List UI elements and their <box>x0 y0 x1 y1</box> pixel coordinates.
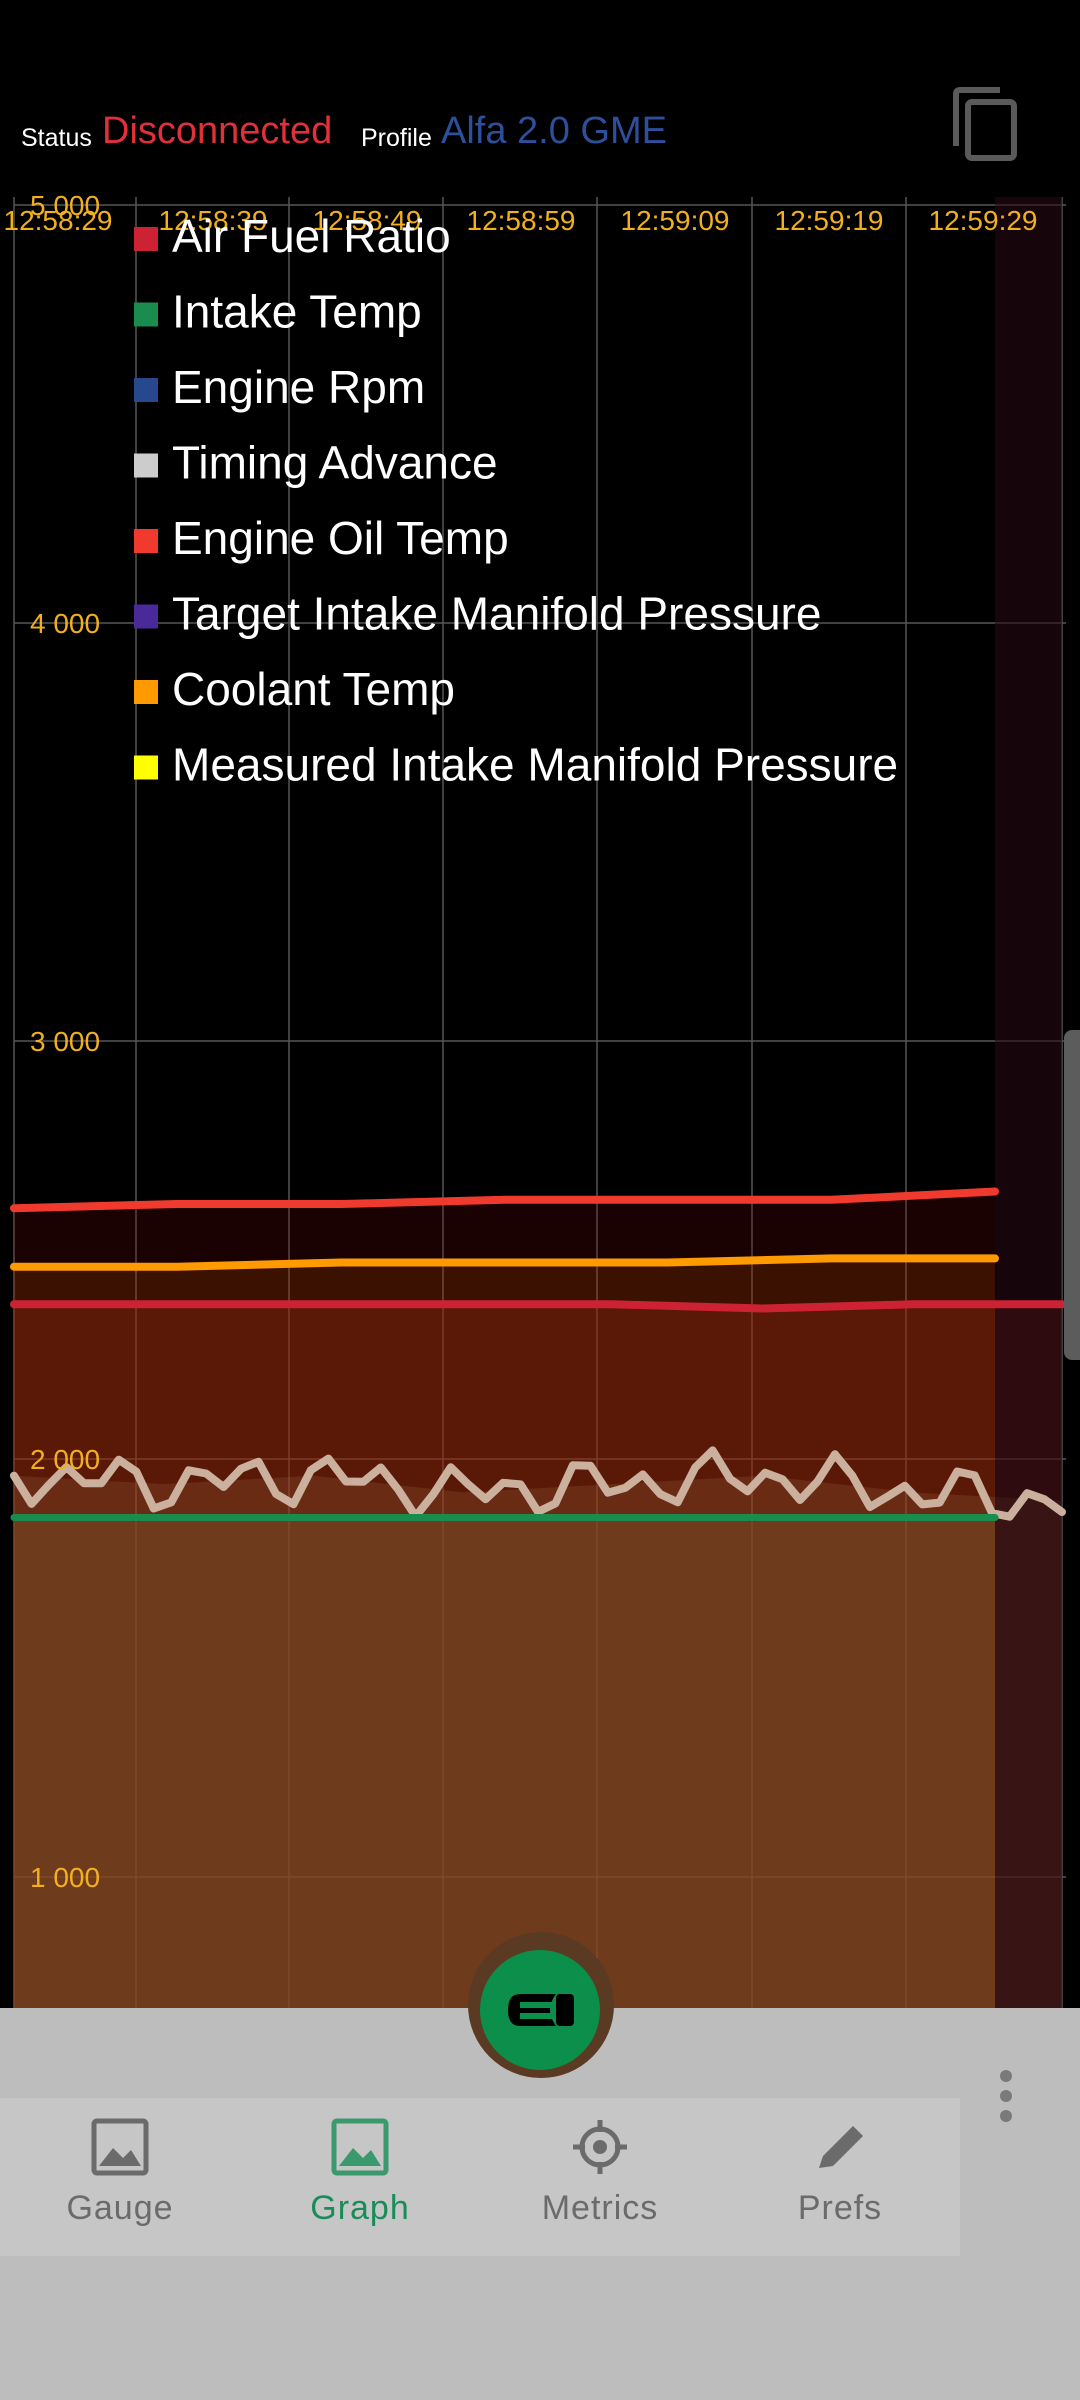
legend-swatch <box>134 529 158 553</box>
scroll-handle[interactable] <box>1064 1030 1080 1360</box>
line-coolant-temp <box>10 1254 999 1271</box>
more-options-button[interactable] <box>996 2068 1016 2124</box>
chart-ticks: 12:58:29 12:58:39 12:58:49 12:58:59 12:59:09… <box>4 190 1038 1893</box>
more-vert-icon <box>1000 2070 1012 2122</box>
y-tick-label: 5 000 <box>30 190 100 221</box>
status-value: Disconnected <box>102 110 333 152</box>
pencil-icon <box>819 2126 863 2168</box>
legend-swatch <box>134 604 158 629</box>
legend-swatch <box>134 227 158 251</box>
line-timing-advance <box>10 1446 1066 1521</box>
area-tail <box>995 197 1062 2008</box>
legend-label: Engine Rpm <box>172 361 425 413</box>
line-engine-oil-temp <box>10 1187 999 1213</box>
copy-icon <box>953 87 1017 161</box>
legend-label: Coolant Temp <box>172 663 455 715</box>
legend-swatch <box>134 378 158 402</box>
nav-label-graph: Graph <box>310 2189 410 2227</box>
chart-areas <box>14 197 1062 2008</box>
nav-label-metrics: Metrics <box>541 2189 659 2227</box>
x-tick-label: 12:58:59 <box>467 205 576 236</box>
chart-lines <box>10 1187 1066 1521</box>
legend-label: Air Fuel Ratio <box>172 210 451 262</box>
line-air-fuel-ratio <box>10 1300 1066 1313</box>
profile-value[interactable]: Alfa 2.0 GME <box>441 110 667 152</box>
legend-label: Target Intake Manifold Pressure <box>172 588 821 640</box>
y-tick-label: 3 000 <box>30 1026 100 1057</box>
nav-graph[interactable]: Graph <box>270 2118 450 2248</box>
x-tick-label: 12:58:29 <box>4 205 113 236</box>
image-icon <box>331 2118 389 2176</box>
copy-button[interactable] <box>950 86 1022 166</box>
nav-label-prefs: Prefs <box>797 2189 883 2227</box>
bottom-nav <box>0 2098 960 2256</box>
nav-prefs[interactable]: Prefs <box>750 2118 930 2248</box>
area-air-fuel-ratio <box>14 1304 1062 2008</box>
line-chart[interactable]: 12:58:29 12:58:39 12:58:49 12:58:59 12:59:09… <box>0 190 1080 2010</box>
legend-swatch <box>134 680 158 704</box>
area-engine-oil-temp <box>14 1191 995 2008</box>
status-label: Status <box>21 124 92 152</box>
y-tick-label: 4 000 <box>30 608 100 639</box>
legend-swatch <box>134 755 158 780</box>
legend-swatch <box>134 302 158 327</box>
x-tick-label: 12:59:09 <box>621 205 730 236</box>
x-tick-label: 12:59:19 <box>775 205 884 236</box>
legend-swatch <box>134 453 158 478</box>
nav-label-gauge: Gauge <box>66 2189 174 2227</box>
chart-legend: Air Fuel Ratio Intake Temp Engine Rpm Timin… <box>134 210 898 791</box>
nav-metrics[interactable]: Metrics <box>510 2118 690 2248</box>
area-intake-temp <box>14 1517 995 2008</box>
x-tick-label: 12:58:39 <box>159 205 268 236</box>
legend-label: Measured Intake Manifold Pressure <box>172 739 898 791</box>
nav-gauge[interactable]: Gauge <box>30 2118 210 2248</box>
x-tick-label: 12:59:29 <box>929 205 1038 236</box>
y-tick-label: 1 000 <box>30 1862 100 1893</box>
area-timing-advance <box>14 1475 1062 2008</box>
image-icon <box>91 2118 149 2176</box>
crosshair-icon <box>573 2120 627 2174</box>
x-tick-label: 12:58:49 <box>313 205 422 236</box>
profile-label: Profile <box>361 124 432 152</box>
chart-grid <box>13 197 1066 2008</box>
connector-icon <box>508 1994 574 2026</box>
legend-label: Engine Oil Temp <box>172 512 509 564</box>
area-coolant-temp <box>14 1258 995 2008</box>
connect-button[interactable] <box>480 1950 600 2070</box>
y-tick-label: 2 000 <box>30 1444 100 1475</box>
legend-label: Timing Advance <box>172 437 498 489</box>
legend-label: Intake Temp <box>172 286 422 338</box>
